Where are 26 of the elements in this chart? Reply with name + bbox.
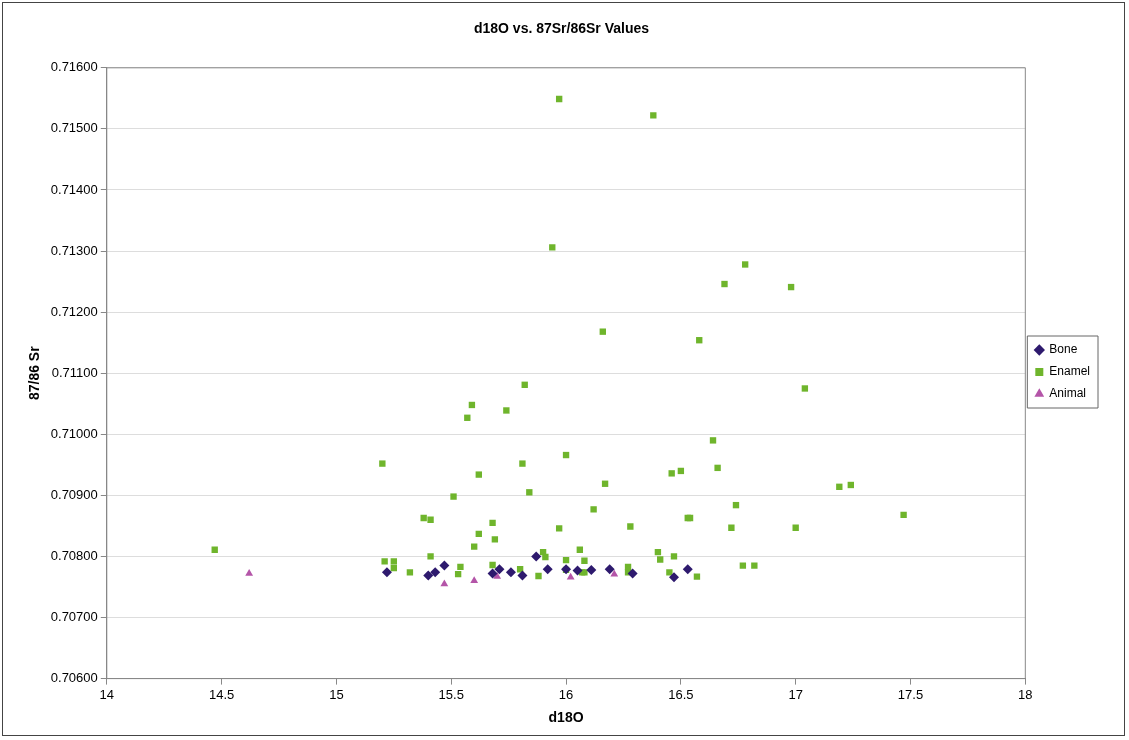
chart-title: d18O vs. 87Sr/86Sr Values <box>473 20 650 37</box>
x-tick-label: 18 <box>1018 686 1033 702</box>
x-tick-label: 17 <box>788 686 803 702</box>
y-tick-label: 0.70700 <box>50 609 98 625</box>
legend-label: Animal <box>1049 386 1086 401</box>
legend-label: Enamel <box>1049 364 1090 379</box>
y-axis-title: 87/86 Sr <box>26 345 43 401</box>
x-tick-label: 17.5 <box>897 686 924 702</box>
x-tick-label: 14 <box>99 686 115 702</box>
x-tick-label: 16 <box>558 686 574 702</box>
y-tick-label: 0.70900 <box>50 486 98 502</box>
y-tick-label: 0.71300 <box>50 242 98 258</box>
y-tick-label: 0.70600 <box>50 670 98 686</box>
legend-label: Bone <box>1049 342 1078 357</box>
y-tick-label: 0.71000 <box>50 425 98 441</box>
x-tick-label: 15.5 <box>438 686 464 702</box>
y-tick-label: 0.71500 <box>50 120 98 136</box>
x-axis-title: d18O <box>548 709 584 726</box>
y-tick-label: 0.71200 <box>50 303 98 319</box>
y-tick-label: 0.71600 <box>50 59 98 75</box>
y-tick-label: 0.71100 <box>51 364 98 380</box>
x-tick-label: 16.5 <box>668 686 694 702</box>
y-tick-label: 0.70800 <box>50 548 98 564</box>
y-tick-label: 0.71400 <box>50 181 98 197</box>
x-tick-label: 14.5 <box>208 686 235 702</box>
x-tick-label: 15 <box>329 686 344 702</box>
